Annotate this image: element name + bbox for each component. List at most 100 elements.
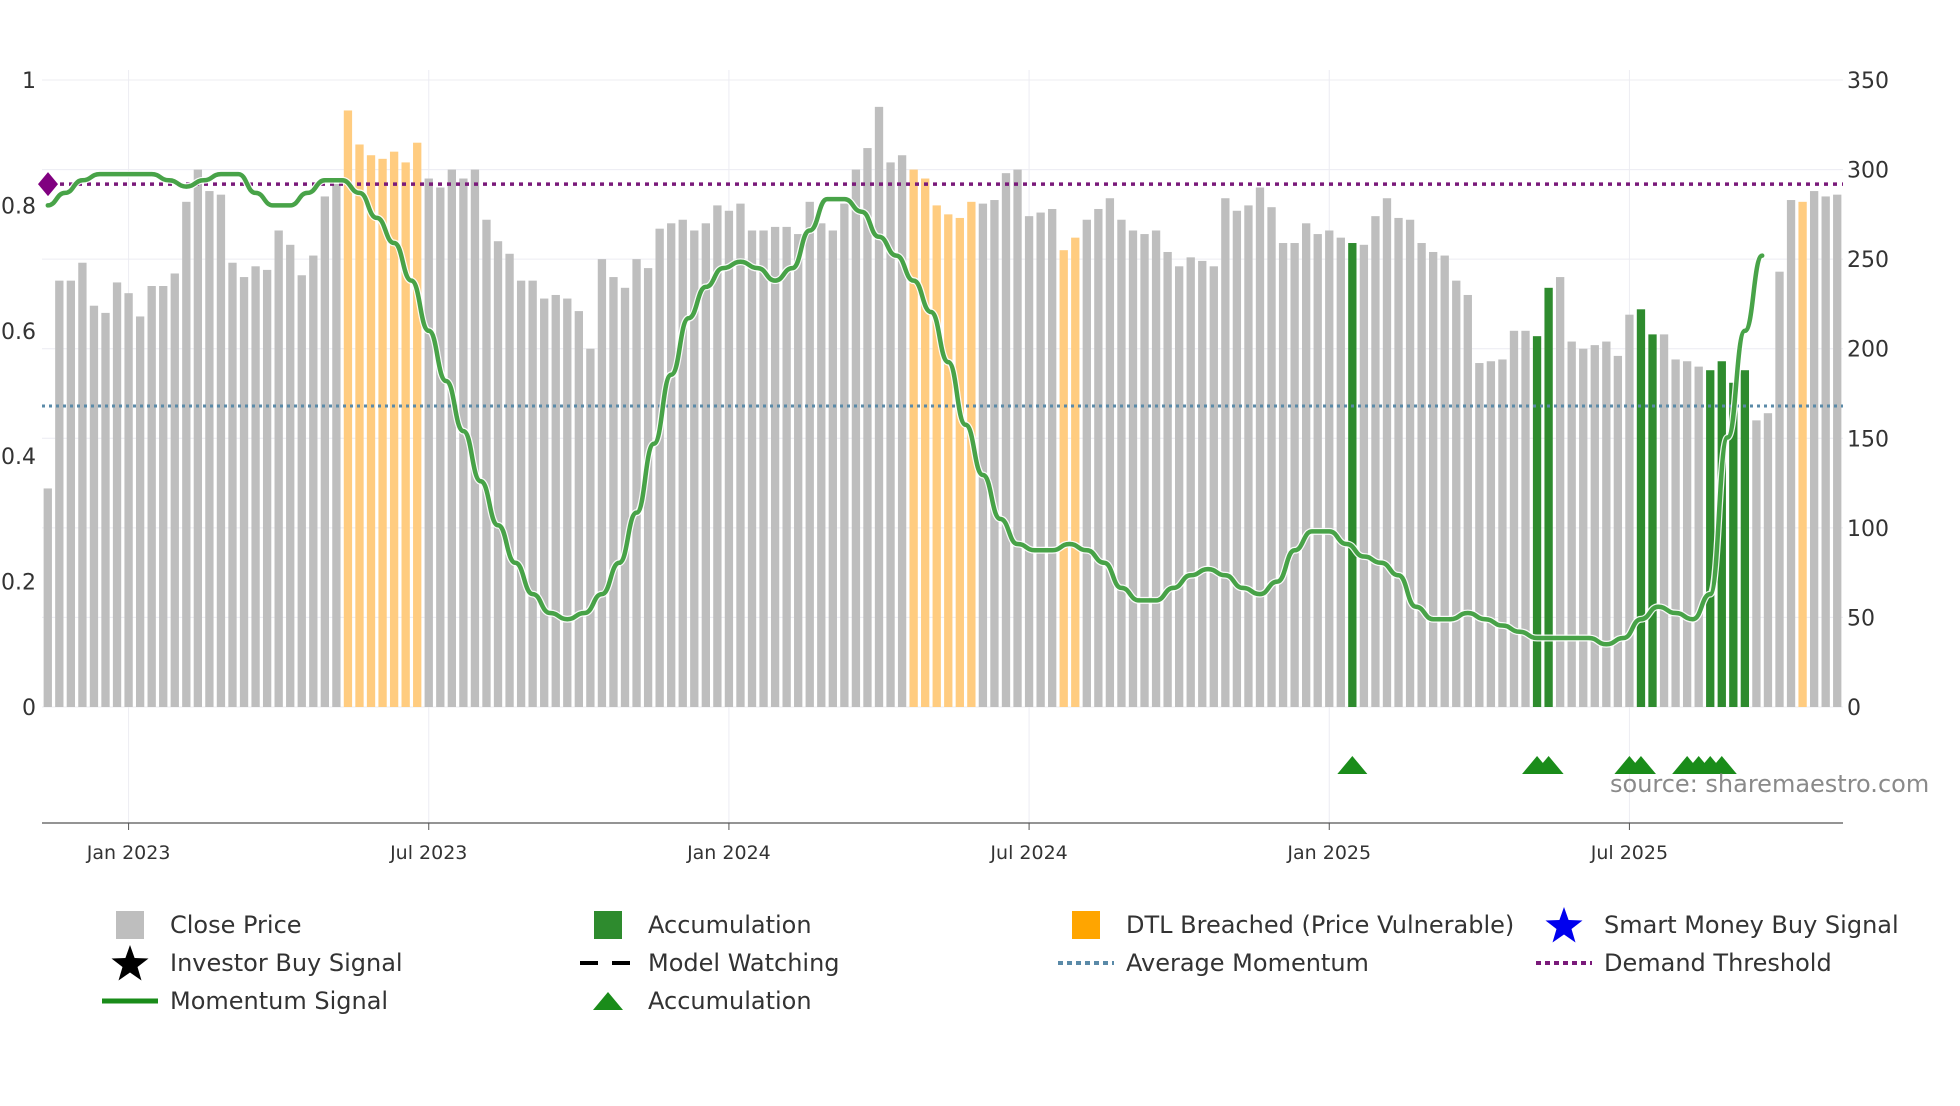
close-price-bar <box>193 169 203 708</box>
close-price-bar <box>320 196 330 707</box>
accumulation-bar <box>1706 370 1715 707</box>
close-price-bar <box>655 228 664 707</box>
close-price-bar <box>505 253 514 708</box>
close-price-bar <box>759 230 768 708</box>
y-left-tick-label: 0.8 <box>1 194 36 219</box>
dtl-breached-bar <box>932 205 941 707</box>
close-price-bar <box>1278 243 1288 707</box>
close-price-bar <box>436 187 445 707</box>
close-price-bar <box>1221 198 1230 707</box>
legend-label: Close Price <box>170 911 302 939</box>
legend-label: DTL Breached (Price Vulnerable) <box>1126 911 1515 939</box>
close-price-bar <box>990 200 999 708</box>
momentum-signal-line <box>45 171 1765 647</box>
dotted-line-icon <box>1056 948 1116 978</box>
close-price-bar <box>228 262 237 707</box>
close-price-bar <box>112 282 122 707</box>
dtl-breached-bar <box>921 178 930 707</box>
legend-label: Smart Money Buy Signal <box>1604 911 1899 939</box>
close-price-bar <box>978 203 988 707</box>
close-price-bar <box>528 280 537 707</box>
close-price-bar <box>724 210 734 707</box>
close-price-bar <box>1590 345 1599 707</box>
close-price-bar <box>1567 341 1576 707</box>
square-swatch-icon <box>1056 910 1116 940</box>
close-price-bar <box>1440 255 1449 707</box>
close-price-bar <box>262 269 272 707</box>
close-price-bar <box>1452 280 1461 707</box>
watermark-text: source: sharemaestro.com <box>1610 770 1930 798</box>
close-price-bar <box>1579 348 1588 707</box>
close-price-bar <box>239 277 249 707</box>
close-price-bar <box>135 316 145 707</box>
legend-item-demand: Demand Threshold <box>1534 948 1832 978</box>
legend-item-momentum: Momentum Signal <box>100 986 388 1016</box>
close-price-bar <box>1809 191 1819 707</box>
close-price-bar <box>1659 334 1669 707</box>
close-price-bar <box>1140 234 1149 707</box>
demand-marker-icon <box>38 172 58 197</box>
dtl-breached-bar <box>944 214 953 707</box>
close-price-bar <box>747 230 757 708</box>
close-price-bar <box>1198 260 1207 707</box>
close-price-bar <box>863 148 872 707</box>
close-price-bar <box>66 280 76 707</box>
close-price-bar <box>1417 243 1426 707</box>
accumulation-bar <box>1648 334 1657 707</box>
close-price-bar <box>1151 230 1161 708</box>
close-price-bar <box>1186 257 1195 707</box>
close-price-bar <box>1775 271 1784 707</box>
x-tick-label: Jan 2024 <box>686 842 771 864</box>
close-price-bar <box>332 183 341 708</box>
close-price-bar <box>1555 277 1565 707</box>
y-left-tick-label: 0 <box>22 696 36 721</box>
close-price-bar <box>1255 187 1265 707</box>
close-price-bar <box>586 348 595 707</box>
dashed-line-icon <box>578 948 638 978</box>
close-price-bar <box>667 223 676 708</box>
close-price-bar <box>897 155 907 708</box>
close-price-bar <box>89 305 99 707</box>
accumulation-bar <box>1636 309 1646 707</box>
accumulation-bar <box>1532 336 1542 707</box>
x-tick-label: Jan 2025 <box>1286 842 1371 864</box>
close-price-bar <box>1117 219 1126 707</box>
close-price-bar <box>470 169 480 708</box>
close-price-bar <box>1325 230 1334 708</box>
star-icon <box>1534 907 1594 943</box>
close-price-bar <box>1082 219 1091 707</box>
triangle-icon <box>578 986 638 1016</box>
legend-item-avgmom: Average Momentum <box>1056 948 1369 978</box>
close-price-bar <box>1405 219 1415 707</box>
close-price-bar <box>159 286 168 707</box>
y-left-tick-label: 0.2 <box>1 571 36 596</box>
y-left-tick-label: 1 <box>22 69 36 94</box>
y-right-tick-label: 250 <box>1847 248 1889 273</box>
dtl-breached-bar <box>1798 201 1807 707</box>
close-price-bar <box>1036 212 1045 707</box>
close-price-bar <box>482 219 491 707</box>
close-price-bar <box>493 241 503 707</box>
y-right-tick-label: 50 <box>1847 606 1875 631</box>
accumulation-triangle-icon <box>1625 756 1656 774</box>
accumulation-triangle-icon <box>1533 756 1564 774</box>
close-price-bar <box>286 244 295 707</box>
close-price-bar <box>274 230 283 708</box>
close-price-bar <box>1602 341 1611 707</box>
dtl-breached-bar <box>389 151 399 707</box>
dtl-breached-bar <box>355 144 364 707</box>
close-price-bar <box>597 259 607 707</box>
legend-item-watching: Model Watching <box>578 948 840 978</box>
dotted-line-icon <box>1534 948 1594 978</box>
close-price-bar <box>632 259 641 707</box>
legend-item-dtl: DTL Breached (Price Vulnerable) <box>1056 910 1514 940</box>
close-price-bar <box>251 266 260 707</box>
legend-label: Accumulation <box>648 987 812 1015</box>
accumulation-bar <box>1717 361 1726 707</box>
close-price-bar <box>828 230 837 708</box>
x-tick-label: Jul 2023 <box>389 842 467 864</box>
y-left-tick-label: 0.6 <box>1 320 36 345</box>
close-price-bar <box>309 255 318 707</box>
